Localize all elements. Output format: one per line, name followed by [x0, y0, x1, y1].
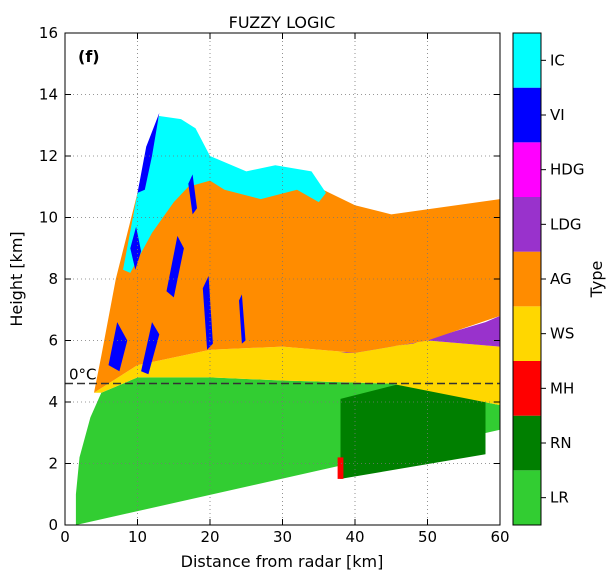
colorbar-label-hdg: HDG	[550, 161, 584, 179]
colorbar-label-vi: VI	[550, 106, 565, 124]
colorbar-label-lr: LR	[550, 489, 569, 507]
colorbar-label-ic: IC	[550, 51, 565, 69]
y-tick-label: 14	[39, 86, 58, 104]
colorbar-label-rn: RN	[550, 434, 572, 452]
region-mh	[337, 457, 344, 479]
y-tick-label: 4	[48, 393, 58, 411]
y-tick-label: 6	[48, 332, 58, 350]
chart-title: FUZZY LOGIC	[229, 13, 336, 32]
colorbar-frame	[512, 32, 542, 526]
colorbar-label-mh: MH	[550, 379, 574, 397]
colorbar-label-ldg: LDG	[550, 215, 582, 233]
colorbar-swatch-ic	[513, 33, 541, 88]
x-tick-label: 60	[490, 528, 509, 546]
region-ldg	[340, 315, 500, 353]
colorbar-swatch-ag	[513, 251, 541, 307]
x-tick-label: 30	[273, 528, 292, 546]
y-tick-label: 12	[39, 147, 58, 165]
x-tick-label: 20	[200, 528, 219, 546]
colorbar-swatch-lr	[513, 470, 541, 525]
region-vi	[130, 226, 142, 270]
region-ag	[94, 116, 500, 393]
region-rn	[340, 380, 486, 479]
colorbar-swatch-vi	[513, 87, 541, 143]
region-vi	[137, 112, 160, 193]
region-vi	[239, 294, 246, 344]
x-axis-label: Distance from radar [km]	[181, 552, 384, 571]
y-tick-label: 0	[48, 516, 58, 534]
x-axis-ticks: 0 10 20 30 40 50 60	[60, 33, 510, 546]
x-tick-label: 10	[128, 528, 147, 546]
colorbar-label-ws: WS	[550, 325, 574, 343]
y-tick-label: 10	[39, 209, 58, 227]
region-vi	[202, 275, 213, 350]
colorbar-swatch-mh	[513, 361, 541, 416]
y-tick-label: 2	[48, 455, 58, 473]
colorbar-swatch-ldg	[513, 197, 541, 252]
x-tick-label: 0	[60, 528, 70, 546]
x-tick-label: 40	[345, 528, 364, 546]
colorbar-swatch-hdg	[513, 142, 541, 197]
y-axis-ticks: 0 2 4 6 8 10 12 14 16	[39, 24, 500, 534]
x-tick-label: 50	[418, 528, 437, 546]
panel-label: (f)	[78, 47, 100, 66]
colorbar-label-ag: AG	[550, 270, 572, 288]
colorbar-label: Type	[587, 261, 606, 299]
region-ws	[94, 340, 500, 406]
colorbar-swatch-rn	[513, 415, 541, 471]
y-axis-label: Height [km]	[7, 231, 26, 326]
region-ic	[123, 116, 326, 273]
hydrometeor-regions	[75, 112, 500, 525]
region-vi	[166, 235, 184, 298]
region-vi	[188, 174, 197, 215]
region-vi	[108, 322, 128, 372]
y-tick-label: 16	[39, 24, 58, 42]
freezing-level-label: 0°C	[69, 366, 97, 384]
colorbar-swatch-ws	[513, 306, 541, 361]
grid-lines	[65, 33, 500, 525]
y-tick-label: 8	[48, 270, 58, 288]
region-vi	[141, 322, 160, 375]
colorbar: LR RN MH WS AG LDG HDG VI IC	[512, 32, 584, 526]
